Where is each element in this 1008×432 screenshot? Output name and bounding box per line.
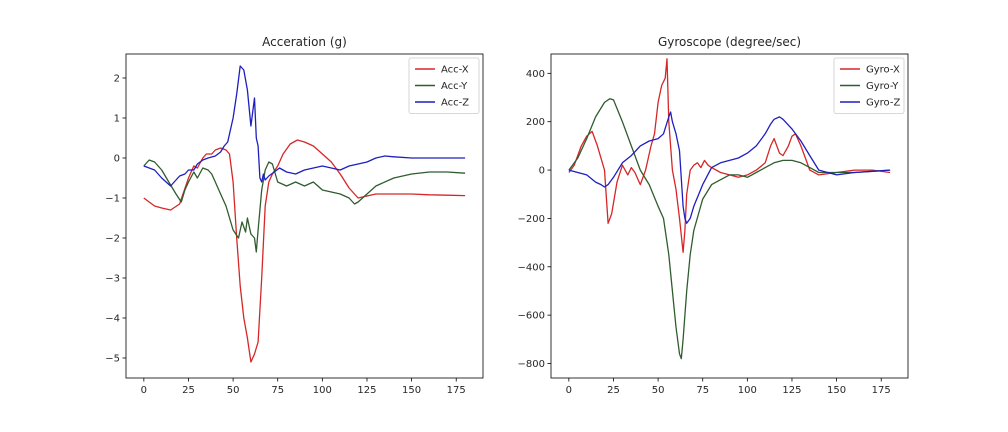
- gyro-x-tick-label: 75: [696, 385, 709, 396]
- acc-y-tick-label: −2: [105, 234, 120, 245]
- gyro-legend-label-gyro-y: Gyro-Y: [866, 81, 899, 92]
- gyro-y-tick-label: −600: [518, 311, 545, 322]
- acc-y-tick-label: −4: [105, 314, 120, 325]
- gyro-y-tick-label: 200: [526, 117, 545, 128]
- gyro-y-tick-label: −200: [518, 214, 545, 225]
- acc-x-tick-label: 100: [313, 385, 332, 396]
- acceleration-chart: Acceration (g) 0 25 50 75 100 125 150 175 −5 −4 −3…: [105, 35, 484, 396]
- acc-y-tick-label: 2: [114, 74, 120, 85]
- acc-x-tick-label: 175: [447, 385, 466, 396]
- gyro-legend-box: [833, 57, 905, 114]
- acc-legend-label-acc-y: Acc-Y: [441, 81, 468, 92]
- gyro-x-tick-label: 25: [607, 385, 620, 396]
- acc-x-tick-label: 50: [227, 385, 240, 396]
- acceleration-plot-area: 0 25 50 75 100 125 150 175−5−4−3−2−1012Acc-XAcc…: [105, 53, 484, 396]
- gyro-series-line-gyro-z: [568, 111, 891, 224]
- acc-y-tick-label: 1: [114, 114, 120, 125]
- gyroscope-chart: Gyroscope (degree/sec) 0 25 50 75 100 125 150 1…: [518, 35, 909, 396]
- gyro-series-line-gyro-x: [568, 58, 891, 253]
- acc-legend-box: [408, 57, 480, 114]
- gyro-y-tick-label: 400: [526, 69, 545, 80]
- gyro-x-tick-label: 50: [652, 385, 665, 396]
- gyro-x-tick-label: 175: [872, 385, 891, 396]
- acc-y-tick-label: −3: [105, 274, 120, 285]
- acc-legend: Acc-X Acc-Y Acc-Z: [408, 57, 480, 114]
- gyro-y-tick-label: −800: [518, 359, 545, 370]
- acc-legend-label-acc-x: Acc-X: [441, 65, 469, 76]
- acc-series-line-acc-z: [143, 65, 466, 187]
- acc-series-line-acc-y: [143, 159, 466, 253]
- acceleration-chart-title: Acceration (g): [262, 35, 347, 49]
- gyro-y-tick-label: 0: [539, 166, 545, 177]
- gyro-y-tick-label: −400: [518, 262, 545, 273]
- gyro-x-tick-label: 100: [738, 385, 757, 396]
- gyro-legend-label-gyro-z: Gyro-Z: [866, 98, 900, 109]
- acc-axes-frame: [125, 53, 484, 379]
- acc-x-tick-label: 0: [141, 385, 147, 396]
- gyro-legend-label-gyro-x: Gyro-X: [866, 65, 900, 76]
- gyro-x-tick-label: 125: [782, 385, 801, 396]
- acc-x-tick-label: 75: [271, 385, 284, 396]
- gyro-legend: Gyro-X Gyro-Y Gyro-Z: [833, 57, 905, 114]
- gyro-axes-frame: [550, 53, 909, 379]
- gyro-x-tick-label: 0: [566, 385, 572, 396]
- gyro-x-tick-label: 150: [827, 385, 846, 396]
- gyroscope-plot-area: 0 25 50 75 100 125 150 175 −800 −600 −400 −200 0 200 4…: [518, 53, 909, 396]
- gyro-series-line-gyro-y: [568, 98, 891, 360]
- acc-x-tick-label: 25: [182, 385, 195, 396]
- gyroscope-chart-title: Gyroscope (degree/sec): [658, 35, 801, 49]
- acc-y-tick-label: 0: [114, 154, 120, 165]
- acc-x-tick-label: 125: [357, 385, 376, 396]
- acc-x-tick-label: 150: [402, 385, 421, 396]
- acc-y-tick-label: −1: [105, 194, 120, 205]
- acc-legend-label-acc-z: Acc-Z: [441, 98, 469, 109]
- acc-y-tick-label: −5: [105, 354, 120, 365]
